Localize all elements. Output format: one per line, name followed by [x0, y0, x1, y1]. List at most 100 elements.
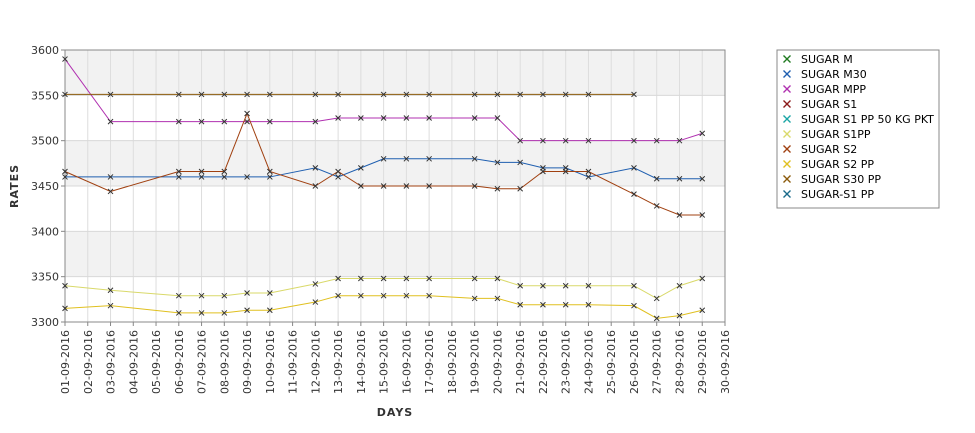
data-point — [380, 91, 387, 98]
series-sugar-s1pp — [62, 275, 706, 302]
grid-lines — [64, 49, 726, 323]
x-tick-label: 08-09-2016 — [218, 330, 231, 394]
data-point — [403, 91, 410, 98]
data-point — [244, 110, 250, 117]
plot-band — [65, 231, 725, 277]
data-point — [540, 168, 546, 175]
legend-label: SUGAR S30 PP — [801, 173, 881, 186]
data-point — [198, 91, 205, 98]
x-tick-label: 23-09-2016 — [560, 330, 573, 394]
y-tick-label: 3550 — [31, 89, 59, 102]
series-sugar-mpp — [62, 56, 706, 144]
data-point — [335, 91, 341, 98]
data-point — [585, 137, 592, 144]
data-point — [244, 290, 250, 296]
y-tick-label: 3400 — [31, 225, 59, 238]
legend-label: SUGAR S1 — [801, 98, 857, 111]
data-point — [380, 115, 387, 121]
data-point — [494, 159, 501, 166]
x-tick-label: 25-09-2016 — [605, 330, 618, 394]
x-tick-label: 19-09-2016 — [469, 330, 482, 394]
data-point — [266, 174, 273, 180]
data-point — [62, 168, 68, 175]
data-point — [312, 165, 319, 171]
data-point — [653, 295, 660, 302]
data-point — [426, 183, 432, 189]
data-point — [471, 155, 478, 162]
data-point — [471, 183, 478, 189]
x-tick-label: 10-09-2016 — [264, 330, 277, 394]
data-point — [699, 307, 706, 314]
legend-marker — [783, 175, 791, 183]
x-tick-label: 26-09-2016 — [628, 330, 641, 394]
y-tick-label: 3500 — [31, 135, 59, 148]
data-point — [631, 165, 637, 171]
plot-band — [65, 276, 725, 322]
data-point — [517, 91, 524, 98]
data-point — [312, 299, 319, 305]
data-point — [198, 310, 205, 316]
data-point — [562, 301, 569, 308]
data-point — [244, 174, 250, 180]
data-point — [175, 292, 182, 299]
data-point — [358, 165, 364, 171]
data-point — [175, 118, 182, 125]
x-tick-label: 16-09-2016 — [400, 330, 413, 394]
data-point — [221, 174, 228, 180]
data-point — [517, 159, 524, 166]
data-point — [585, 301, 592, 308]
x-axis: 01-09-2016 02-09-2016 03-09-2016 04-09-2016… — [59, 322, 732, 394]
data-point — [699, 275, 706, 282]
data-point — [562, 282, 569, 289]
data-point — [403, 275, 410, 282]
data-point — [562, 91, 569, 98]
y-tick-label: 3600 — [31, 44, 59, 57]
data-point — [494, 295, 501, 302]
data-point — [62, 56, 68, 62]
data-point — [562, 168, 569, 175]
data-point — [471, 295, 478, 302]
data-point — [62, 282, 68, 289]
data-point — [699, 130, 706, 137]
series-sugar-s2 — [62, 110, 706, 218]
x-tick-label: 21-09-2016 — [514, 330, 527, 394]
data-point — [312, 91, 319, 98]
data-point — [403, 292, 410, 299]
data-point — [540, 137, 546, 144]
data-point — [653, 175, 660, 182]
data-point — [198, 174, 205, 180]
legend-marker — [783, 130, 791, 138]
y-tick-label: 3450 — [31, 180, 59, 193]
x-tick-label: 04-09-2016 — [127, 330, 140, 394]
data-point — [266, 307, 273, 314]
data-point — [517, 301, 524, 308]
x-tick-label: 22-09-2016 — [537, 330, 550, 394]
legend-marker — [783, 160, 791, 168]
data-point — [175, 91, 182, 98]
series-layer — [62, 56, 706, 322]
legend-label: SUGAR S2 PP — [801, 158, 874, 171]
data-point — [631, 302, 637, 309]
data-point — [175, 168, 182, 175]
data-point — [676, 212, 683, 218]
plot-band — [65, 186, 725, 232]
data-point — [107, 118, 114, 125]
data-point — [198, 168, 205, 175]
data-point — [426, 155, 432, 162]
data-point — [175, 310, 182, 316]
data-point — [585, 282, 592, 289]
data-point — [244, 118, 250, 125]
legend-marker — [783, 55, 791, 63]
data-point — [517, 282, 524, 289]
data-point — [699, 212, 706, 218]
data-point — [494, 275, 501, 282]
y-tick-label: 3300 — [31, 316, 59, 329]
plot-band — [65, 50, 725, 96]
x-tick-label: 18-09-2016 — [446, 330, 459, 394]
data-point — [631, 137, 637, 144]
x-tick-label: 30-09-2016 — [719, 330, 732, 394]
data-point — [494, 185, 501, 192]
legend-label: SUGAR M30 — [801, 68, 867, 81]
